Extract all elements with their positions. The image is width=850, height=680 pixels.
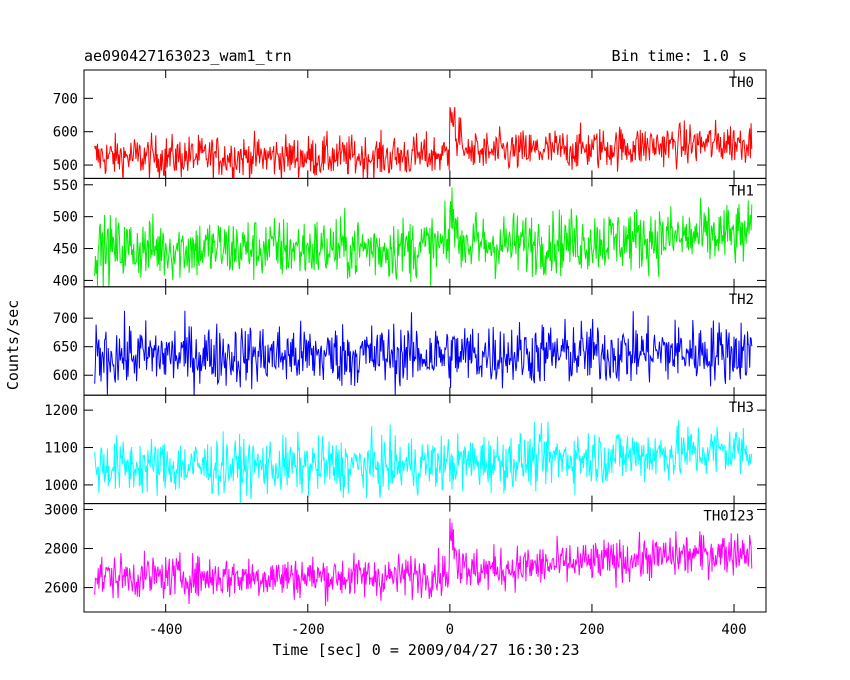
panel-name-th2: TH2 bbox=[729, 292, 754, 308]
y-tick-label: 500 bbox=[53, 158, 78, 174]
series-line-th3 bbox=[94, 420, 753, 504]
panel-name-th1: TH1 bbox=[729, 183, 754, 199]
panel-frame-th0123 bbox=[83, 503, 767, 613]
x-axis-label: Time [sec] 0 = 2009/04/27 16:30:23 bbox=[272, 641, 579, 659]
panel-name-th0: TH0 bbox=[729, 75, 754, 91]
series-line-th1 bbox=[94, 187, 753, 287]
y-tick-label: 500 bbox=[53, 210, 78, 226]
series-line-th2 bbox=[94, 310, 753, 396]
y-tick-label: 1200 bbox=[44, 403, 78, 419]
series-line-th0 bbox=[94, 106, 753, 179]
y-tick-label: 700 bbox=[53, 311, 78, 327]
y-tick-label: 400 bbox=[53, 273, 78, 289]
panel-name-th3: TH3 bbox=[729, 400, 754, 416]
y-tick-label: 550 bbox=[53, 178, 78, 194]
y-tick-label: 1100 bbox=[44, 441, 78, 457]
y-tick-label: 2600 bbox=[44, 581, 78, 597]
y-tick-label: 600 bbox=[53, 125, 78, 141]
y-tick-label: 2800 bbox=[44, 542, 78, 558]
y-tick-label: 1000 bbox=[44, 478, 78, 494]
x-tick-label: 400 bbox=[721, 622, 746, 638]
y-tick-label: 3000 bbox=[44, 502, 78, 518]
y-axis-label: Counts/sec bbox=[4, 300, 22, 390]
chart-subtitle: Bin time: 1.0 s bbox=[612, 47, 747, 65]
series-line-th0123 bbox=[94, 518, 753, 607]
panels-group: TH0 500 600 700 TH1 400 450 500 550 TH2 600 650 700 T… bbox=[44, 69, 767, 638]
y-tick-label: 700 bbox=[53, 91, 78, 107]
panel-name-th0123: TH0123 bbox=[703, 509, 754, 525]
x-tick-label: 200 bbox=[579, 622, 604, 638]
x-tick-label: 0 bbox=[446, 622, 454, 638]
y-tick-label: 450 bbox=[53, 242, 78, 258]
chart-title: ae090427163023_wam1_trn bbox=[84, 47, 292, 65]
x-tick-label: -200 bbox=[291, 622, 325, 638]
x-tick-label: -400 bbox=[149, 622, 183, 638]
y-tick-label: 600 bbox=[53, 368, 78, 384]
y-tick-label: 650 bbox=[53, 340, 78, 356]
